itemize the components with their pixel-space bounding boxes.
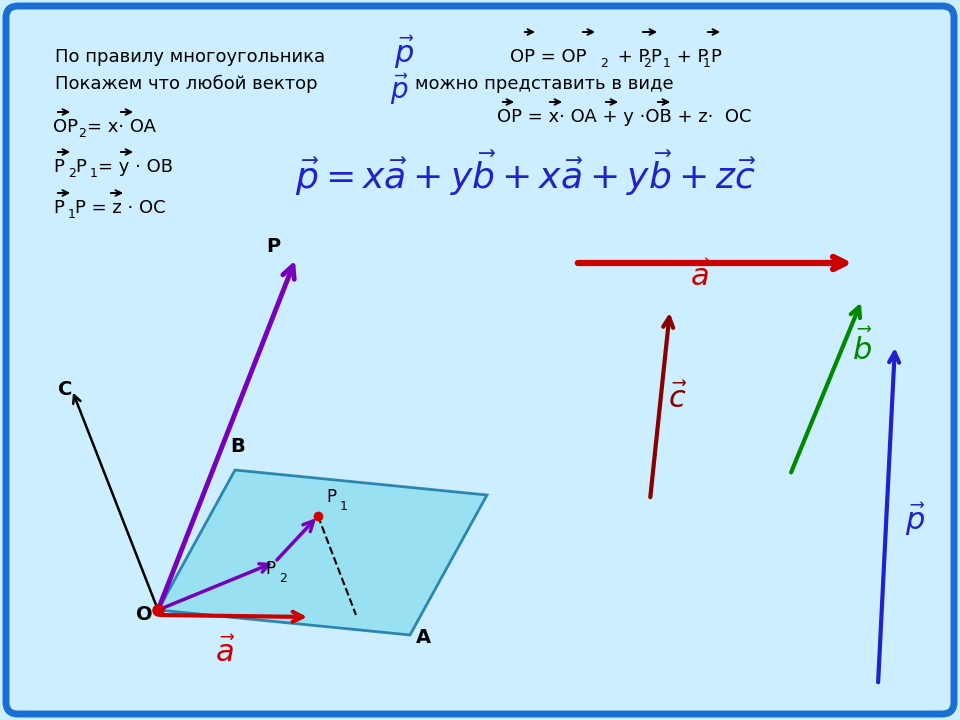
Text: 1: 1 — [90, 167, 98, 180]
Text: P: P — [710, 48, 721, 66]
FancyBboxPatch shape — [6, 6, 954, 714]
Text: $\vec{p}$: $\vec{p}$ — [394, 34, 415, 71]
Text: O: O — [136, 605, 153, 624]
Text: P: P — [326, 488, 336, 506]
Text: 2: 2 — [78, 127, 85, 140]
Text: 1: 1 — [703, 57, 710, 70]
Text: OP = x· OA + y ·OB + z·  OC: OP = x· OA + y ·OB + z· OC — [497, 108, 752, 126]
Text: OP: OP — [53, 118, 78, 136]
Text: P: P — [650, 48, 660, 66]
Text: 1: 1 — [340, 500, 348, 513]
Text: $\vec{c}$: $\vec{c}$ — [668, 383, 687, 414]
Text: = x· OA: = x· OA — [87, 118, 156, 136]
Text: P: P — [53, 158, 64, 176]
Text: 1: 1 — [68, 208, 76, 221]
Text: можно представить в виде: можно представить в виде — [415, 75, 674, 93]
Text: 1: 1 — [663, 57, 671, 70]
Text: 2: 2 — [279, 572, 287, 585]
Text: P: P — [53, 199, 64, 217]
Text: P: P — [265, 560, 276, 578]
Text: C: C — [58, 380, 72, 399]
Polygon shape — [158, 470, 487, 635]
Text: + P: + P — [671, 48, 708, 66]
Text: По правилу многоугольника: По правилу многоугольника — [55, 48, 325, 66]
Text: + P: + P — [612, 48, 649, 66]
Text: $\vec{b}$: $\vec{b}$ — [852, 329, 873, 366]
Text: P: P — [75, 158, 85, 176]
Text: 2: 2 — [68, 167, 76, 180]
Text: P = z · OC: P = z · OC — [75, 199, 166, 217]
Text: $\vec{p}$: $\vec{p}$ — [905, 501, 925, 538]
Text: $\vec{a}$: $\vec{a}$ — [690, 261, 710, 292]
Text: $\vec{a}$: $\vec{a}$ — [215, 637, 235, 668]
Text: = y · OB: = y · OB — [98, 158, 173, 176]
Text: 2: 2 — [643, 57, 651, 70]
Text: P: P — [266, 237, 280, 256]
Text: $\vec{p} = x\vec{a} + y\vec{b} + x\vec{a} + y\vec{b} + z\vec{c}$: $\vec{p} = x\vec{a} + y\vec{b} + x\vec{a… — [295, 148, 756, 198]
Text: B: B — [230, 437, 245, 456]
Text: Покажем что любой вектор: Покажем что любой вектор — [55, 75, 318, 94]
Text: OP = OP: OP = OP — [510, 48, 587, 66]
Text: $\vec{p}$: $\vec{p}$ — [390, 72, 409, 107]
Text: 2: 2 — [600, 57, 608, 70]
Text: A: A — [416, 628, 431, 647]
